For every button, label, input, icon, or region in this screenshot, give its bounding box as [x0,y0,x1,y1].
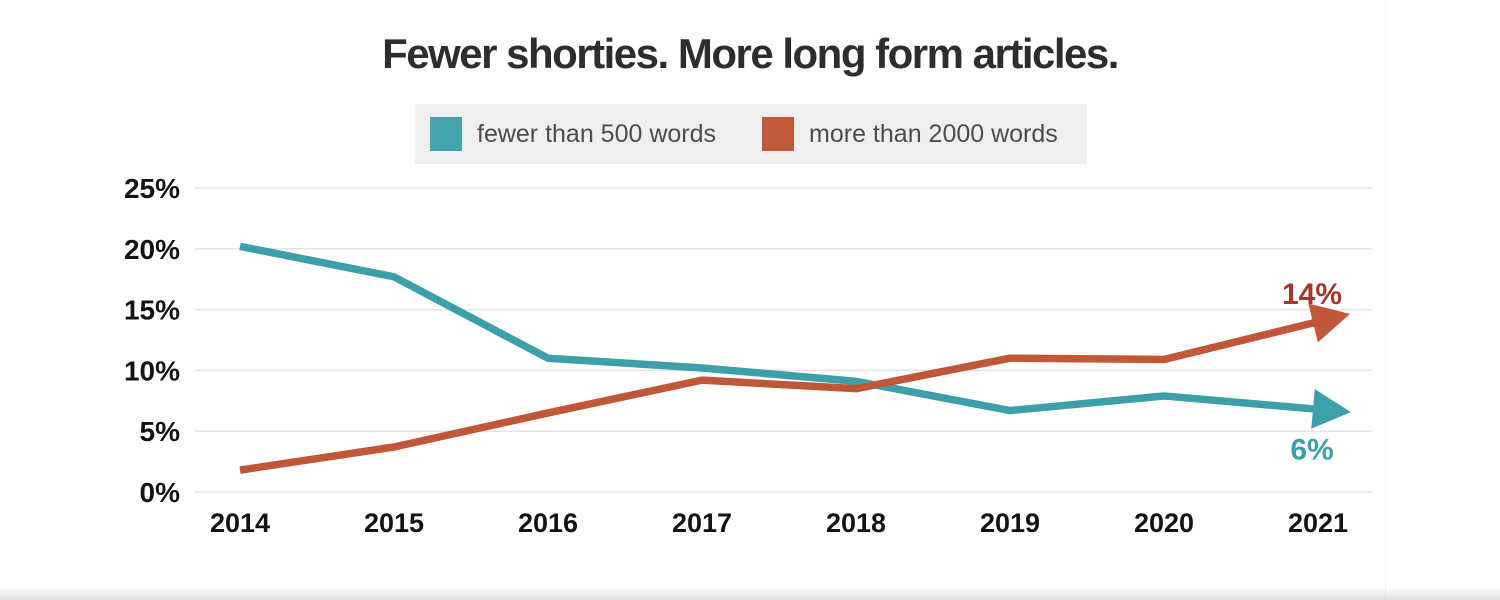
arrowhead-fewer-than-500-words [1311,388,1351,429]
x-axis-tick-label: 2016 [518,508,578,538]
x-axis-tick-label: 2019 [980,508,1040,538]
right-edge-line [1385,0,1386,600]
x-axis-tick-label: 2015 [364,508,424,538]
series-line-more-than-2000-words [239,318,1319,474]
legend-item-more-than-2000: more than 2000 words [762,117,1058,151]
y-axis-tick-label: 15% [124,295,180,326]
arrowhead-more-than-2000-words [1308,303,1351,343]
x-axis-tick-label: 2020 [1134,508,1194,538]
x-axis-tick-label: 2017 [672,508,732,538]
x-axis-tick-label: 2021 [1288,508,1348,538]
y-axis-tick-label: 20% [124,234,180,265]
chart-title: Fewer shorties. More long form articles. [382,30,1119,77]
legend-label-fewer-than-500: fewer than 500 words [477,119,717,148]
legend: fewer than 500 words more than 2000 word… [415,104,1087,164]
y-axis-tick-label: 10% [124,355,180,386]
x-axis-tick-label: 2018 [826,508,886,538]
bottom-edge-shadow [0,587,1500,600]
y-axis-tick-label: 25% [124,173,180,204]
legend-label-more-than-2000: more than 2000 words [809,119,1058,148]
x-axis-tick-label: 2014 [210,508,270,538]
y-axis-tick-label: 0% [140,477,181,508]
end-value-label-more-than-2000-words: 14% [1282,278,1342,311]
end-value-label-fewer-than-500-words: 6% [1290,433,1333,466]
series-line-fewer-than-500-words [239,242,1319,415]
y-axis-tick-label: 5% [140,416,181,447]
legend-swatch-orange [762,117,795,151]
legend-swatch-teal [430,117,462,151]
legend-item-fewer-than-500: fewer than 500 words [430,117,716,151]
